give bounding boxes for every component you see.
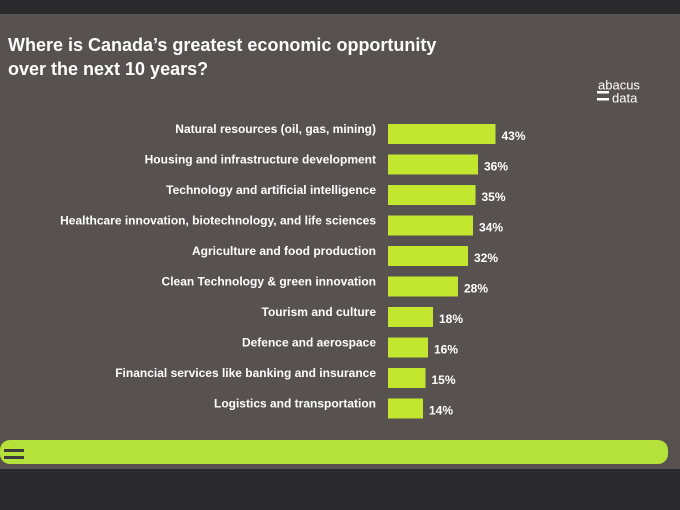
category-label: Housing and infrastructure development <box>145 153 376 167</box>
value-label: 15% <box>432 373 456 387</box>
value-label: 34% <box>479 221 503 235</box>
logo-text: data <box>612 90 638 105</box>
bar <box>388 215 473 236</box>
bar <box>388 337 428 358</box>
category-label: Natural resources (oil, gas, mining) <box>175 122 376 136</box>
value-label: 14% <box>429 404 453 418</box>
bar <box>388 398 423 419</box>
value-label: 35% <box>482 190 506 204</box>
category-label: Technology and artificial intelligence <box>166 183 376 197</box>
category-label: Agriculture and food production <box>192 244 376 258</box>
value-label: 18% <box>439 312 463 326</box>
slide <box>0 14 680 469</box>
value-label: 28% <box>464 282 488 296</box>
value-label: 32% <box>474 251 498 265</box>
bar <box>388 368 426 388</box>
bar <box>388 276 458 297</box>
bar <box>388 307 433 327</box>
bar <box>388 246 468 266</box>
category-label: Defence and aerospace <box>242 336 376 350</box>
value-label: 36% <box>484 160 508 174</box>
value-label: 43% <box>502 129 526 143</box>
bar <box>388 154 478 175</box>
category-label: Clean Technology & green innovation <box>162 275 376 289</box>
chart-title-line-2: over the next 10 years? <box>8 59 208 79</box>
bar <box>388 185 476 205</box>
value-label: 16% <box>434 343 458 357</box>
logo-text: abacus <box>598 77 640 92</box>
chart-title: Where is Canada’s greatest economic oppo… <box>8 35 436 55</box>
category-label: Tourism and culture <box>262 305 377 319</box>
footer-icon <box>4 449 24 459</box>
category-label: Financial services like banking and insu… <box>115 366 376 380</box>
bar <box>388 124 496 144</box>
logo-mark <box>597 91 609 101</box>
footer-band <box>0 440 668 464</box>
category-label: Healthcare innovation, biotechnology, an… <box>60 214 376 228</box>
category-label: Logistics and transportation <box>214 397 376 411</box>
